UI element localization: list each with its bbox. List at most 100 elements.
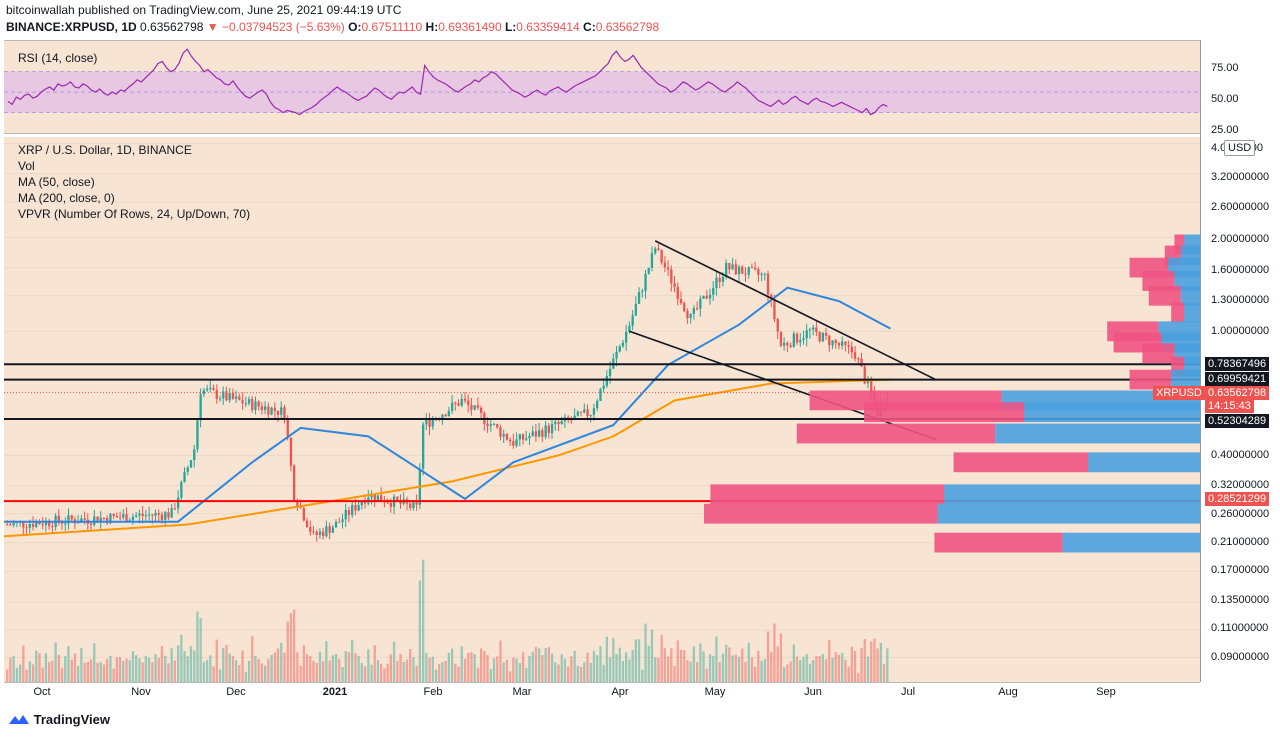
candle	[225, 391, 228, 401]
candle	[99, 517, 102, 523]
candle	[331, 527, 334, 533]
volume-bar	[631, 650, 634, 682]
rsi-panel[interactable]: RSI (14, close)	[4, 40, 1200, 134]
channel-upper-line	[654, 240, 937, 381]
volume-bar	[618, 647, 621, 682]
price-panel[interactable]: XRP / U.S. Dollar, 1D, BINANCE Vol MA (5…	[3, 137, 1200, 683]
candle	[608, 368, 612, 376]
price-tick: 0.21000000	[1211, 536, 1270, 548]
volume-bar	[354, 653, 357, 682]
brand-text: TradingView	[33, 712, 110, 727]
candle	[386, 502, 389, 504]
volume-bar	[318, 651, 322, 682]
candle	[579, 411, 583, 413]
close-value: 0.63562798	[595, 20, 660, 34]
candle	[863, 366, 866, 384]
candle	[415, 502, 418, 505]
volume-bar	[96, 662, 99, 682]
candle	[621, 342, 625, 347]
volume-bar	[725, 644, 728, 682]
candle	[480, 407, 483, 413]
candle	[679, 299, 683, 304]
candle	[795, 333, 799, 343]
volume-bar	[792, 644, 795, 682]
candle	[112, 514, 115, 516]
symbol-price-tag: XRPUSD	[1153, 386, 1205, 400]
volume-bar	[67, 646, 70, 682]
candle	[280, 407, 283, 415]
candle	[302, 508, 305, 521]
candle	[670, 269, 673, 284]
candle	[354, 505, 357, 511]
candle	[602, 385, 605, 389]
candle	[499, 427, 502, 437]
candle	[35, 522, 38, 527]
candle	[276, 410, 280, 415]
volume-bar	[231, 656, 235, 682]
vpvr-up-bar	[1171, 369, 1200, 390]
candle	[831, 340, 834, 346]
volume-bar	[776, 646, 779, 682]
tradingview-logo[interactable]: TradingView	[8, 712, 110, 727]
volume-bar	[357, 655, 360, 682]
candle	[805, 330, 808, 339]
candle	[376, 495, 380, 501]
x-tick: Sep	[1096, 686, 1116, 698]
candle	[528, 436, 531, 439]
volume-bar	[363, 666, 367, 682]
candle	[351, 505, 354, 515]
candle	[667, 267, 670, 270]
volume-bar	[54, 642, 57, 682]
currency-button[interactable]: USD	[1224, 140, 1256, 156]
candle	[650, 253, 654, 268]
candle	[212, 387, 215, 390]
volume-bar	[834, 652, 837, 682]
time-axis[interactable]: Oct Nov Dec 2021 Feb Mar Apr May Jun Jul…	[4, 683, 1200, 703]
volume-bar	[634, 639, 637, 682]
volume-bar	[434, 669, 438, 682]
candle	[718, 277, 721, 282]
volume-bar	[322, 661, 325, 682]
volume-bar	[696, 662, 699, 682]
volume-bar	[544, 648, 547, 682]
candle	[347, 509, 351, 515]
x-tick: May	[704, 686, 726, 698]
volume-bar	[625, 652, 628, 682]
volume-bar	[873, 638, 876, 682]
volume-bar	[77, 665, 80, 682]
candle	[222, 391, 225, 399]
candle	[428, 419, 431, 427]
candle	[64, 523, 67, 525]
volume-bar	[702, 651, 705, 682]
candle	[463, 398, 467, 401]
volume-bar	[41, 667, 44, 682]
volume-bar	[83, 663, 86, 682]
volume-bar	[425, 652, 428, 682]
candle	[106, 518, 109, 524]
volume-bar	[815, 656, 818, 682]
volume-bar	[886, 648, 889, 682]
volume-bar	[405, 659, 409, 682]
volume-bar	[80, 648, 83, 682]
candle	[363, 501, 367, 504]
tradingview-icon	[9, 715, 29, 724]
volume-bar	[254, 656, 257, 682]
candle	[525, 438, 528, 440]
volume-bar	[492, 658, 496, 682]
vpvr-down-bar	[704, 503, 938, 524]
vpvr-up-bar	[1180, 285, 1200, 306]
x-tick: 2021	[322, 686, 348, 698]
volume-bar	[592, 650, 596, 682]
volume-bar	[177, 645, 180, 682]
x-tick: Mar	[512, 686, 532, 698]
volume-bar	[734, 654, 737, 682]
volume-bar	[289, 613, 293, 682]
candle	[634, 303, 637, 316]
candle	[305, 520, 309, 528]
volume-bar	[118, 657, 122, 682]
volume-bar	[663, 648, 666, 682]
volume-bar	[644, 623, 647, 682]
volume-bar	[396, 660, 399, 682]
high-value: 0.69361490	[438, 20, 502, 34]
x-tick: Oct	[33, 686, 51, 698]
